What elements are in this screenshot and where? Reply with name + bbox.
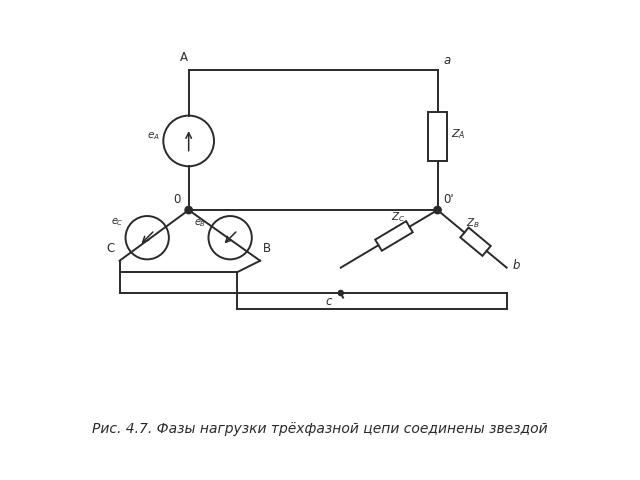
Circle shape [338,290,343,296]
Bar [428,112,447,160]
Text: 0: 0 [173,193,180,206]
Text: C: C [107,242,115,255]
Text: $e_A$: $e_A$ [147,131,159,142]
Circle shape [434,206,441,214]
Bar [460,228,491,256]
Text: a: a [443,54,451,67]
Text: $e_C$: $e_C$ [111,216,124,228]
Text: $Z_A$: $Z_A$ [451,127,466,141]
Bar [375,221,413,251]
Text: c: c [326,295,332,308]
Text: $Z_C$: $Z_C$ [392,211,406,225]
Text: b: b [512,259,520,272]
Text: B: B [262,242,271,255]
Text: 0': 0' [443,193,454,206]
Text: $Z_B$: $Z_B$ [467,216,480,230]
Text: Рис. 4.7. Фазы нагрузки трёхфазной цепи соединены звездой: Рис. 4.7. Фазы нагрузки трёхфазной цепи … [92,422,548,436]
Text: A: A [180,51,188,64]
Text: $e_B$: $e_B$ [194,217,206,229]
Circle shape [185,206,193,214]
